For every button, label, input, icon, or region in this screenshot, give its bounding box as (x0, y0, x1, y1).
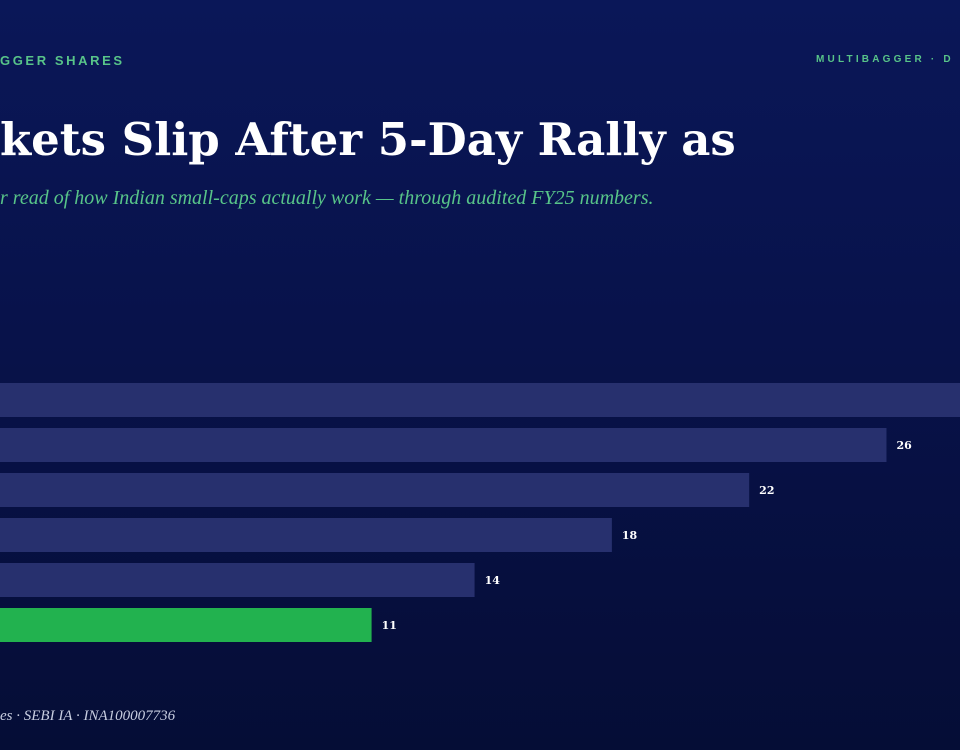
page-subtitle: r read of how Indian small-caps actually… (0, 187, 654, 209)
bar-value-label: 14 (485, 574, 501, 587)
bar-row-1 (0, 383, 960, 417)
bar-22 (0, 473, 750, 507)
bar-value-label: 11 (382, 619, 397, 632)
section-label: GGER SHARES (0, 53, 125, 68)
footer-note: es · SEBI IA · INA100007736 (0, 708, 176, 724)
bar-14 (0, 563, 475, 597)
bar-value-label: 18 (622, 529, 638, 542)
bar-11 (0, 608, 372, 642)
bar-value-label: 26 (896, 439, 912, 452)
bar-18 (0, 518, 612, 552)
brand-label: MULTIBAGGER · D (816, 54, 954, 65)
bar-value-label: 22 (759, 484, 774, 497)
page-title: kets Slip After 5-Day Rally as (0, 113, 736, 166)
bar-26 (0, 428, 887, 462)
